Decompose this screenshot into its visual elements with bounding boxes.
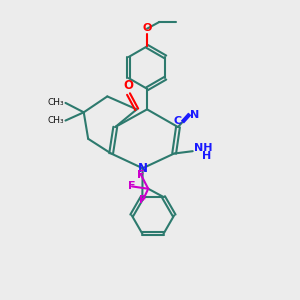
Text: F: F <box>128 182 136 191</box>
Text: NH: NH <box>194 142 213 153</box>
Text: O: O <box>142 22 152 32</box>
Text: CH₃: CH₃ <box>47 116 64 125</box>
Text: F: F <box>137 169 145 180</box>
Text: H: H <box>202 151 212 160</box>
Text: N: N <box>190 110 199 120</box>
Text: C: C <box>174 116 182 127</box>
Text: N: N <box>138 162 148 175</box>
Text: F: F <box>139 195 147 205</box>
Text: CH₃: CH₃ <box>47 98 64 107</box>
Text: O: O <box>123 79 133 92</box>
